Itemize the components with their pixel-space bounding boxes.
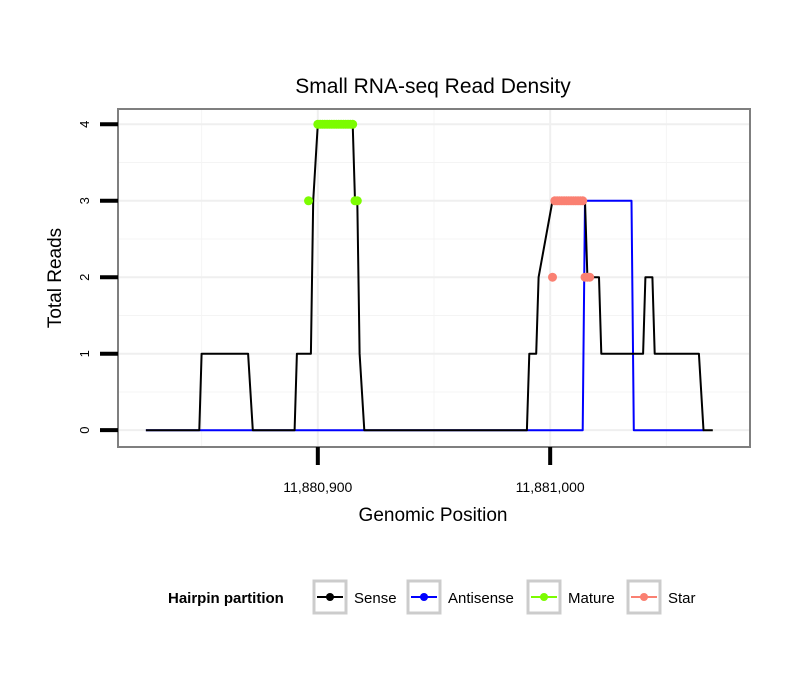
data-point-mature bbox=[304, 196, 314, 206]
series-layer bbox=[145, 119, 713, 432]
legend-key-point-antisense bbox=[420, 593, 428, 601]
legend-key-point-sense bbox=[326, 593, 334, 601]
series-line-sense bbox=[145, 123, 713, 432]
legend-item-mature: Mature bbox=[526, 579, 615, 615]
y-tick-label: 1 bbox=[77, 350, 92, 357]
chart-title: Small RNA-seq Read Density bbox=[295, 75, 571, 98]
legend-key-point-mature bbox=[540, 593, 548, 601]
data-point-star bbox=[578, 196, 588, 206]
legend-item-star: Star bbox=[626, 579, 696, 615]
legend-label-antisense: Antisense bbox=[448, 590, 514, 607]
data-point-star bbox=[585, 272, 595, 282]
legend-title: Hairpin partition bbox=[168, 590, 284, 607]
data-point-star bbox=[548, 272, 557, 282]
y-tick-label: 4 bbox=[77, 121, 92, 128]
legend-label-star: Star bbox=[668, 590, 696, 607]
y-axis-label: Total Reads bbox=[45, 228, 66, 328]
legend-label-sense: Sense bbox=[354, 590, 397, 607]
x-axis: 11,880,900 11,881,000 bbox=[283, 447, 585, 495]
y-axis: 0 1 2 3 4 bbox=[77, 121, 118, 434]
x-tick-label: 11,880,900 bbox=[283, 479, 352, 495]
y-tick-label: 3 bbox=[77, 197, 92, 204]
legend-key-point-star bbox=[640, 593, 648, 601]
data-point-mature bbox=[352, 196, 362, 206]
x-axis-label: Genomic Position bbox=[359, 505, 508, 526]
y-tick-label: 0 bbox=[77, 427, 92, 434]
legend: Hairpin partition Sense Antisense Mature St… bbox=[168, 579, 696, 615]
x-tick-label: 11,881,000 bbox=[516, 479, 585, 495]
y-tick-label: 2 bbox=[77, 274, 92, 281]
data-point-mature bbox=[348, 119, 358, 129]
legend-label-mature: Mature bbox=[568, 590, 615, 607]
legend-item-sense: Sense bbox=[312, 579, 397, 615]
legend-item-antisense: Antisense bbox=[406, 579, 514, 615]
grid bbox=[118, 109, 750, 447]
legend-entries: Sense Antisense Mature Star bbox=[312, 579, 696, 615]
